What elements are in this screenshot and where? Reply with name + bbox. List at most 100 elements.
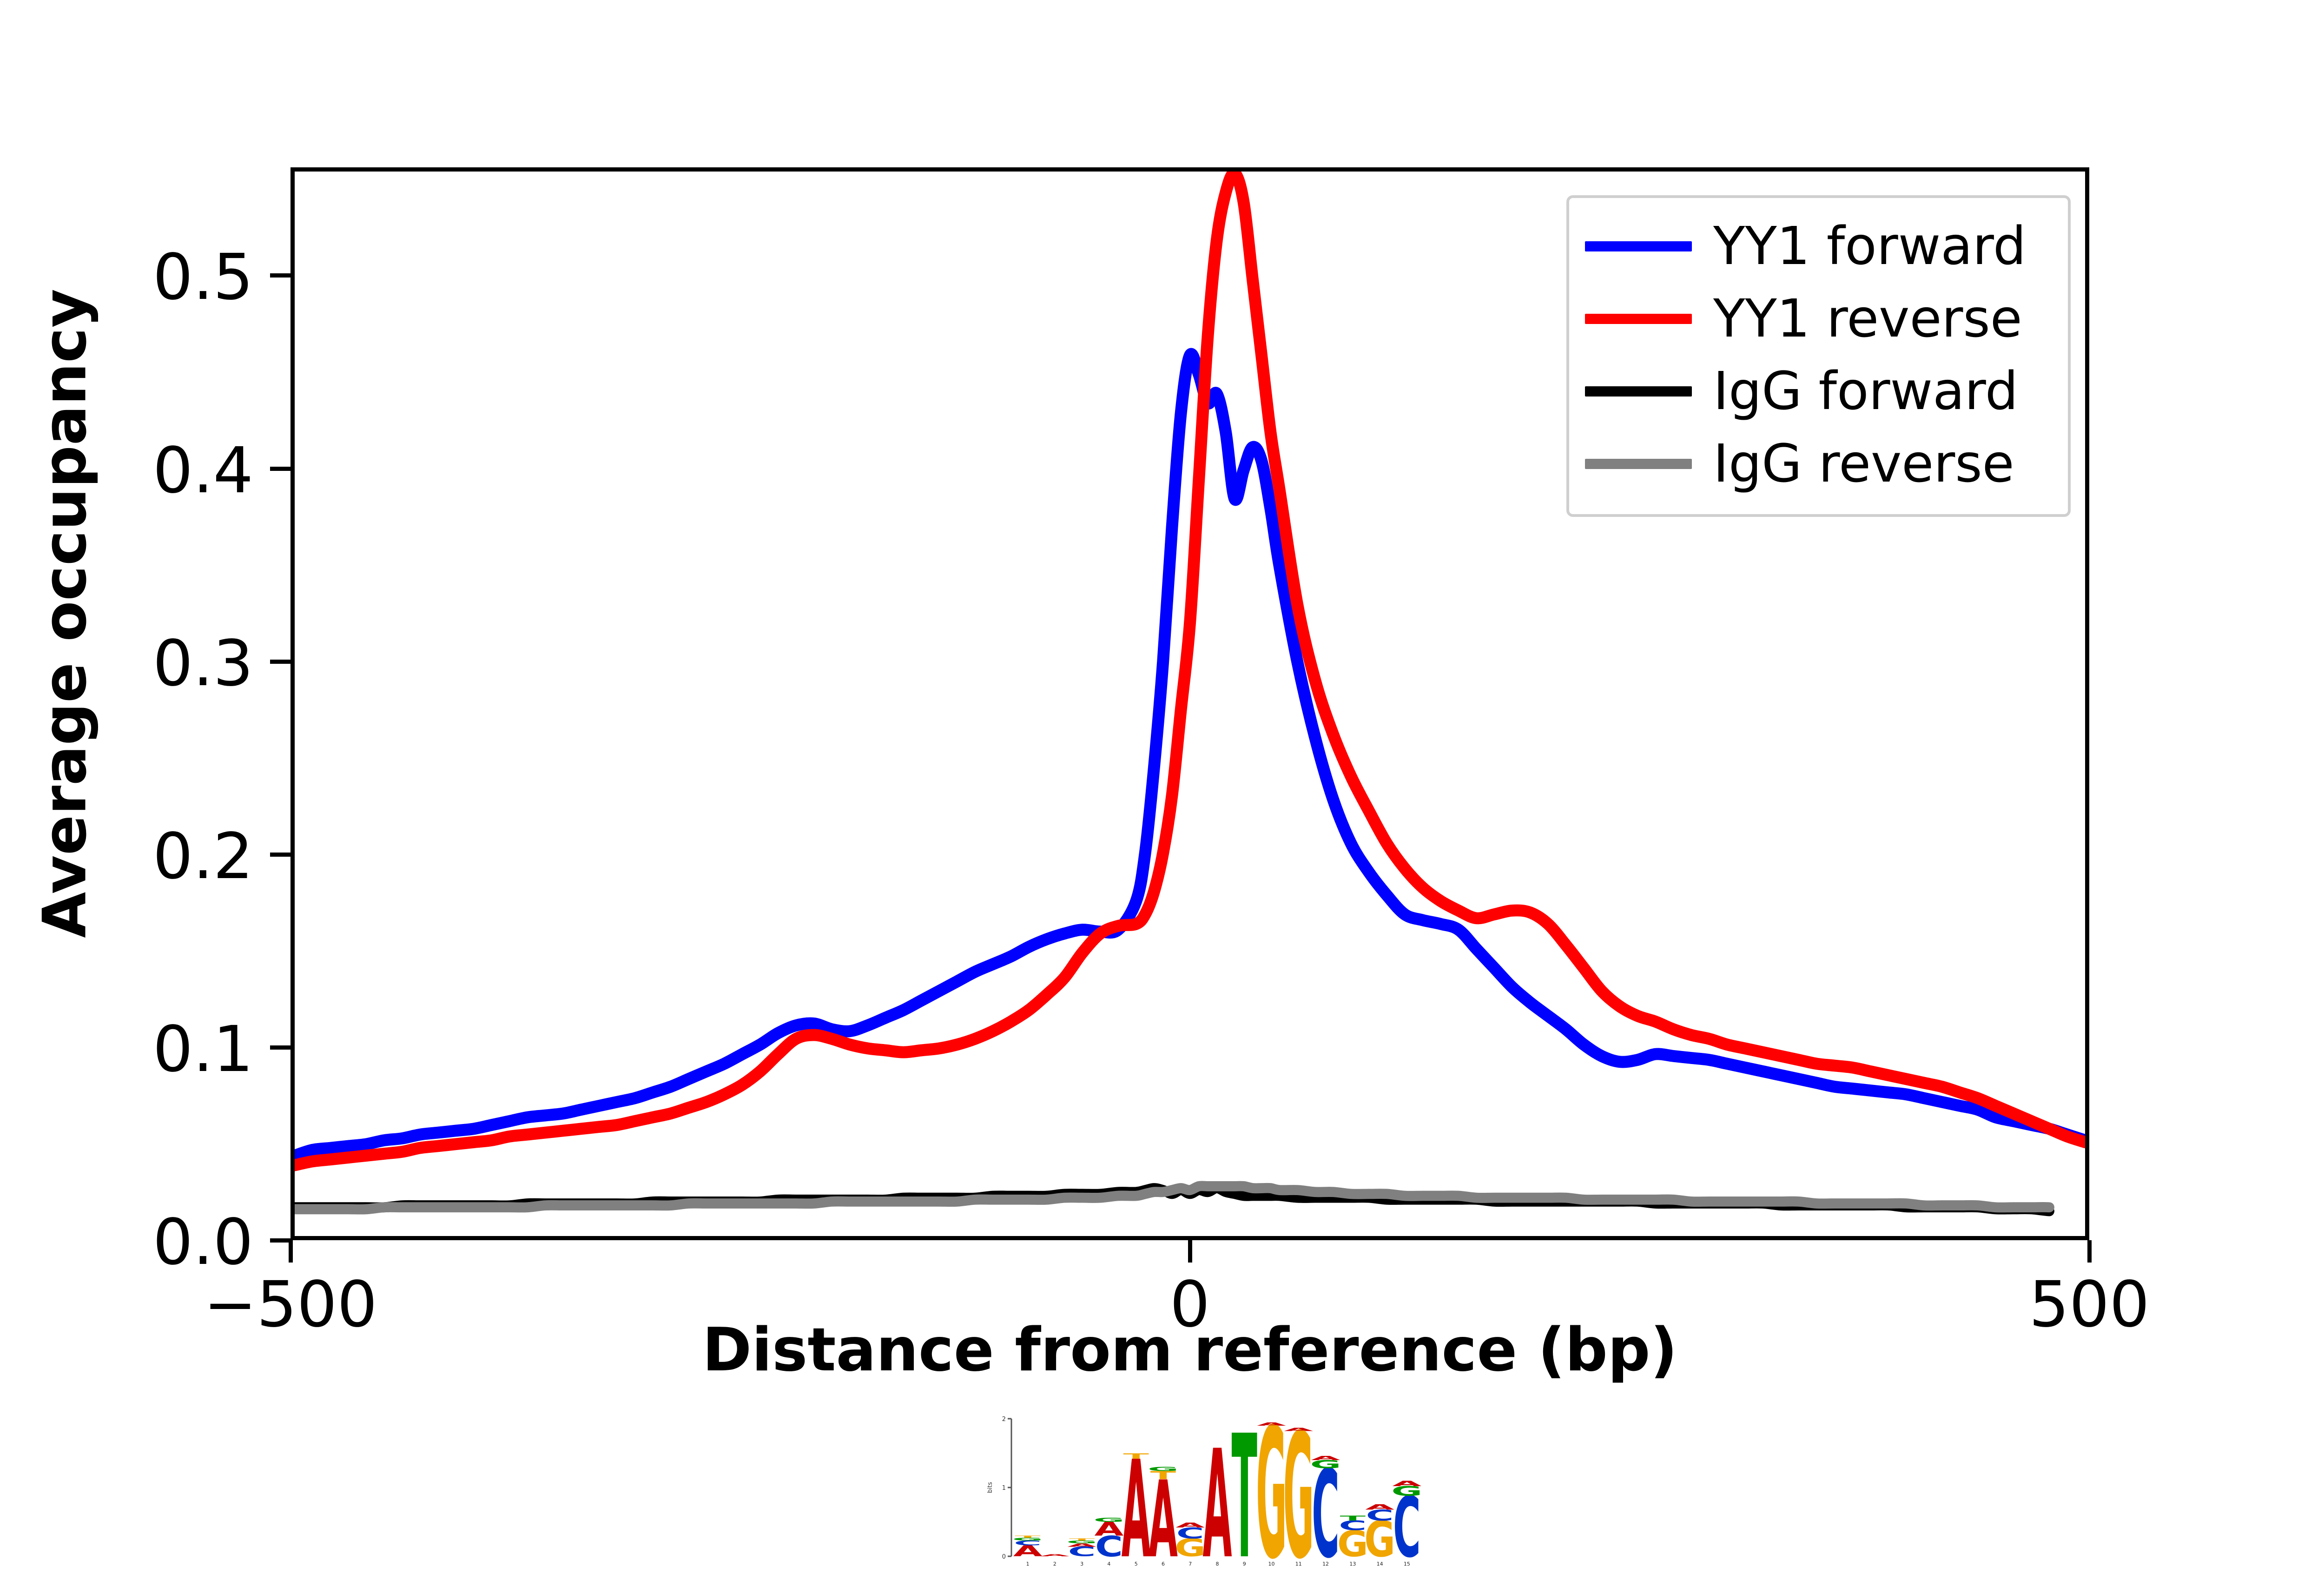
svg-text:A: A: [1175, 1521, 1205, 1529]
svg-text:A: A: [1284, 1427, 1313, 1432]
svg-text:T: T: [1232, 1414, 1258, 1576]
x-tick-mark: [1188, 1240, 1192, 1263]
logo-letter-A: A: [1013, 1542, 1043, 1560]
x-tick-mark: [289, 1240, 293, 1263]
logo-position-index: 7: [1188, 1561, 1192, 1567]
logo-letter-C: C: [1176, 1525, 1204, 1542]
logo-letter-G: G: [1392, 1484, 1421, 1499]
logo-position-index: 12: [1322, 1561, 1329, 1567]
logo-letter-C: C: [1393, 1479, 1421, 1576]
y-tick-label: 0.1: [152, 1012, 253, 1086]
logo-letter-C: C: [1312, 1445, 1340, 1576]
y-tick-mark: [270, 273, 290, 278]
logo-letter-A: A: [1284, 1427, 1313, 1432]
legend: YY1 forward YY1 reverse IgG forward IgG …: [1566, 195, 2071, 517]
logo-letter-A: A: [1392, 1479, 1421, 1488]
legend-swatch-yy1-reverse: [1585, 314, 1692, 324]
svg-text:G: G: [1364, 1512, 1395, 1568]
logo-position-index: 13: [1349, 1561, 1356, 1567]
svg-text:T: T: [1123, 1452, 1149, 1461]
legend-item-igg-forward[interactable]: IgG forward: [1585, 355, 2052, 428]
svg-text:C: C: [1339, 1518, 1367, 1534]
y-tick-label: 0.4: [152, 434, 253, 508]
svg-text:A: A: [1094, 1518, 1123, 1540]
svg-text:G: G: [1337, 1523, 1368, 1565]
logo-letter-G: G: [1066, 1540, 1097, 1544]
svg-text:T: T: [1069, 1538, 1095, 1541]
legend-item-yy1-reverse[interactable]: YY1 reverse: [1585, 283, 2052, 355]
svg-text:C: C: [1393, 1479, 1421, 1576]
sequence-logo: 0 1 2 bits A C G T 1 A 2 C A G T 3 C A G 4 A T 5 A T G 6 G C A 7 A 8 T 9 G A…: [984, 1414, 1421, 1576]
logo-letter-A: A: [1175, 1521, 1205, 1529]
logo-position-index: 10: [1268, 1561, 1275, 1567]
svg-text:A: A: [1122, 1432, 1151, 1576]
svg-text:A: A: [1067, 1542, 1096, 1548]
svg-text:C: C: [1014, 1539, 1042, 1547]
logo-y-tick-label: 1: [1002, 1485, 1006, 1492]
logo-y-tick-label: 2: [1002, 1416, 1006, 1423]
svg-text:A: A: [1149, 1459, 1178, 1576]
series-line-yy1-forward: [295, 348, 2085, 1162]
x-tick-label: 0: [1169, 1268, 1210, 1342]
logo-letter-G: G: [1364, 1512, 1395, 1568]
svg-text:G: G: [1310, 1458, 1341, 1471]
legend-swatch-yy1-forward: [1585, 241, 1692, 251]
logo-letter-C: C: [1366, 1507, 1394, 1524]
x-tick-mark: [2087, 1240, 2092, 1263]
x-axis-label: Distance from reference (bp): [702, 1316, 1677, 1385]
logo-letter-T: T: [1123, 1452, 1149, 1461]
logo-letter-A: A: [1365, 1502, 1395, 1511]
logo-position-index: 14: [1377, 1561, 1383, 1567]
legend-item-yy1-forward[interactable]: YY1 forward: [1585, 210, 2052, 283]
logo-letter-A: A: [1122, 1432, 1151, 1576]
svg-text:C: C: [1095, 1530, 1123, 1563]
y-tick-label: 0.2: [152, 820, 253, 893]
svg-text:A: A: [1365, 1502, 1395, 1511]
svg-text:C: C: [1068, 1544, 1096, 1560]
svg-text:T: T: [1340, 1514, 1366, 1522]
logo-letter-A: A: [1067, 1542, 1096, 1548]
logo-axis-title: bits: [987, 1482, 994, 1493]
logo-letter-C: C: [1339, 1518, 1367, 1534]
legend-swatch-igg-forward: [1585, 386, 1692, 397]
logo-position-index: 4: [1107, 1561, 1110, 1567]
logo-letter-G: G: [1310, 1458, 1341, 1471]
legend-label-igg-forward: IgG forward: [1713, 361, 2018, 422]
y-tick-mark: [270, 1238, 290, 1243]
logo-letter-T: T: [1150, 1469, 1176, 1482]
svg-text:C: C: [1176, 1525, 1204, 1542]
logo-letter-A: A: [1311, 1454, 1340, 1461]
curves-canvas: [295, 172, 2085, 1216]
logo-position-index: 15: [1404, 1561, 1410, 1567]
legend-label-yy1-reverse: YY1 reverse: [1713, 289, 2022, 349]
legend-swatch-igg-reverse: [1585, 459, 1692, 469]
logo-letter-A: A: [1203, 1419, 1232, 1576]
svg-text:A: A: [1013, 1542, 1043, 1560]
logo-position-index: 2: [1053, 1561, 1056, 1567]
logo-position-index: 1: [1026, 1561, 1030, 1567]
logo-letter-T: T: [1069, 1538, 1095, 1541]
logo-position-index: 3: [1080, 1561, 1083, 1567]
y-tick-label: 0.3: [152, 627, 253, 701]
svg-text:A: A: [1040, 1554, 1070, 1557]
svg-text:G: G: [1012, 1537, 1043, 1541]
svg-text:G: G: [1175, 1534, 1206, 1562]
legend-label-igg-reverse: IgG reverse: [1713, 434, 2014, 494]
x-tick-label: 500: [2029, 1268, 2150, 1342]
logo-letter-A: A: [1257, 1421, 1286, 1427]
legend-item-igg-reverse[interactable]: IgG reverse: [1585, 428, 2052, 500]
logo-letter-G: G: [1012, 1537, 1043, 1541]
logo-position-index: 5: [1135, 1561, 1138, 1567]
logo-letter-G: G: [1337, 1523, 1368, 1565]
logo-letter-T: T: [1232, 1414, 1258, 1576]
svg-text:C: C: [1366, 1507, 1394, 1524]
series-line-igg-reverse: [295, 1181, 2054, 1215]
svg-text:A: A: [1392, 1479, 1421, 1488]
y-tick-label: 0.0: [152, 1206, 253, 1279]
svg-text:C: C: [1312, 1445, 1340, 1576]
y-tick-mark: [270, 1045, 290, 1050]
legend-label-yy1-forward: YY1 forward: [1713, 216, 2027, 277]
logo-letter-G: G: [1283, 1414, 1314, 1576]
